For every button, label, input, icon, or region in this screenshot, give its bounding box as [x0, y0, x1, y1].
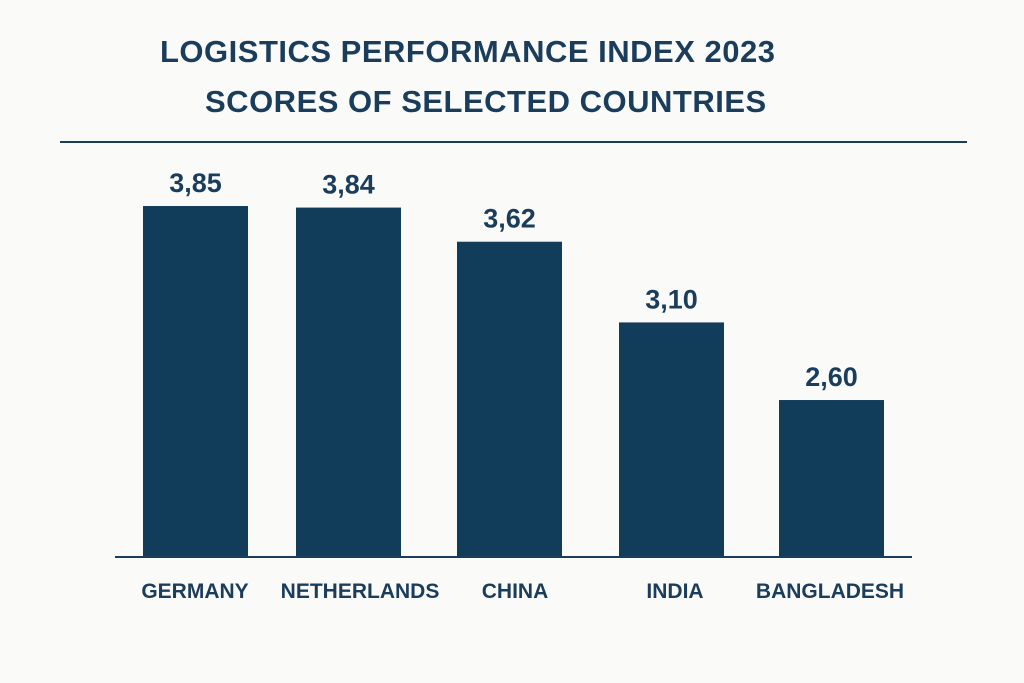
value-label: 2,60	[805, 362, 858, 392]
bar-netherlands	[296, 207, 401, 557]
category-label: NETHERLANDS	[281, 580, 440, 603]
value-label: 3,84	[322, 170, 375, 200]
bar-india	[619, 322, 724, 556]
bar-germany	[143, 206, 248, 557]
value-label: 3,85	[169, 168, 222, 198]
category-label: BANGLADESH	[756, 580, 904, 603]
title-divider	[60, 141, 967, 143]
bar-bangladesh	[779, 400, 884, 556]
category-label: INDIA	[646, 580, 703, 603]
category-label: GERMANY	[141, 580, 248, 603]
bar-china	[457, 241, 562, 556]
chart-subtitle: SCORES OF SELECTED COUNTRIES	[205, 84, 767, 119]
category-label: CHINA	[482, 580, 549, 603]
value-label: 3,10	[645, 284, 698, 314]
chart-title: LOGISTICS PERFORMANCE INDEX 2023	[160, 34, 776, 69]
value-label: 3,62	[483, 204, 536, 234]
